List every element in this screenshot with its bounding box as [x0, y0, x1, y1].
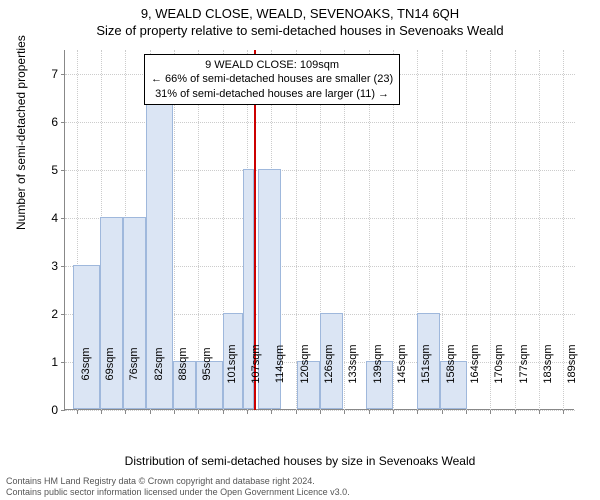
x-axis-label: Distribution of semi-detached houses by …	[0, 454, 600, 468]
xtick-label: 177sqm	[518, 344, 530, 383]
xtick-label: 126sqm	[323, 344, 335, 383]
page-title-2: Size of property relative to semi-detach…	[0, 21, 600, 38]
xtick-mark	[539, 410, 540, 414]
xtick-mark	[77, 410, 78, 414]
xtick-label: 76sqm	[128, 347, 140, 380]
xtick-label: 120sqm	[299, 344, 311, 383]
xtick-mark	[466, 410, 467, 414]
legend-line-1: 9 WEALD CLOSE: 109sqm	[151, 58, 393, 72]
xtick-mark	[369, 410, 370, 414]
xtick-mark	[271, 410, 272, 414]
ytick-label: 2	[38, 307, 58, 321]
ytick-mark	[61, 266, 65, 267]
page-title-1: 9, WEALD CLOSE, WEALD, SEVENOAKS, TN14 6…	[0, 0, 600, 21]
ytick-mark	[61, 170, 65, 171]
xtick-label: 158sqm	[445, 344, 457, 383]
xtick-mark	[247, 410, 248, 414]
xtick-mark	[174, 410, 175, 414]
xtick-label: 133sqm	[347, 344, 359, 383]
xtick-mark	[150, 410, 151, 414]
xtick-label: 107sqm	[250, 344, 262, 383]
xtick-label: 114sqm	[274, 345, 286, 383]
xtick-mark	[442, 410, 443, 414]
xtick-mark	[320, 410, 321, 414]
xtick-mark	[417, 410, 418, 414]
footer-line-2: Contains public sector information licen…	[6, 487, 350, 498]
xtick-mark	[198, 410, 199, 414]
xtick-label: 151sqm	[420, 344, 432, 383]
xtick-label: 82sqm	[153, 347, 165, 380]
xtick-label: 63sqm	[80, 347, 92, 380]
y-axis-label: Number of semi-detached properties	[14, 35, 28, 230]
ytick-label: 6	[38, 115, 58, 129]
xtick-mark	[563, 410, 564, 414]
xtick-label: 101sqm	[226, 344, 238, 383]
xtick-mark	[344, 410, 345, 414]
gridline-v	[563, 50, 564, 410]
xtick-mark	[296, 410, 297, 414]
legend-line-3: 31% of semi-detached houses are larger (…	[151, 87, 393, 101]
xtick-label: 69sqm	[104, 347, 116, 380]
xtick-mark	[393, 410, 394, 414]
xtick-mark	[125, 410, 126, 414]
gridline-v	[515, 50, 516, 410]
ytick-label: 4	[38, 211, 58, 225]
ytick-label: 3	[38, 259, 58, 273]
xtick-mark	[490, 410, 491, 414]
legend-line-2: ← 66% of semi-detached houses are smalle…	[151, 72, 393, 86]
gridline-v	[539, 50, 540, 410]
ytick-label: 5	[38, 163, 58, 177]
ytick-mark	[61, 218, 65, 219]
xtick-mark	[515, 410, 516, 414]
xtick-label: 170sqm	[493, 344, 505, 383]
histogram-bar	[73, 265, 100, 409]
gridline-v	[490, 50, 491, 410]
footer-line-1: Contains HM Land Registry data © Crown c…	[6, 476, 350, 487]
ytick-mark	[61, 122, 65, 123]
ytick-label: 1	[38, 355, 58, 369]
xtick-mark	[101, 410, 102, 414]
xtick-mark	[223, 410, 224, 414]
xtick-label: 189sqm	[566, 344, 578, 383]
xtick-label: 145sqm	[396, 344, 408, 383]
legend-box: 9 WEALD CLOSE: 109sqm ← 66% of semi-deta…	[144, 54, 400, 105]
ytick-mark	[61, 74, 65, 75]
xtick-label: 164sqm	[469, 344, 481, 383]
gridline-v	[466, 50, 467, 410]
footer: Contains HM Land Registry data © Crown c…	[6, 476, 350, 498]
gridline-v	[442, 50, 443, 410]
ytick-mark	[61, 362, 65, 363]
xtick-label: 139sqm	[372, 344, 384, 383]
ytick-mark	[61, 410, 65, 411]
xtick-label: 88sqm	[177, 347, 189, 380]
ytick-label: 7	[38, 67, 58, 81]
ytick-label: 0	[38, 403, 58, 417]
xtick-label: 95sqm	[201, 347, 213, 380]
xtick-label: 183sqm	[542, 344, 554, 383]
ytick-mark	[61, 314, 65, 315]
